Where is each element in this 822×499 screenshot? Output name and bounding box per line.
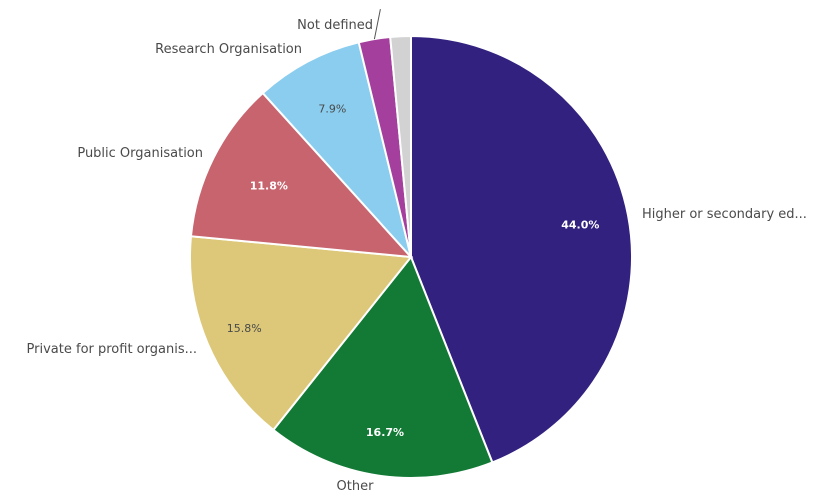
pie-slice[interactable]	[189, 91, 414, 259]
pie-slice[interactable]	[261, 41, 412, 258]
slice-category-label: Research Organisation	[155, 42, 302, 57]
slice-category-label: Not defined	[297, 18, 373, 33]
slice-value-label: 44.0%	[561, 219, 599, 232]
pie-slice[interactable]	[271, 255, 494, 479]
slice-value-label: 16.7%	[366, 426, 404, 439]
pie-slice[interactable]	[189, 235, 413, 432]
slice-category-label: Public Organisation	[77, 146, 203, 161]
slice-value-label: 15.8%	[227, 322, 262, 335]
pie-slice[interactable]	[410, 34, 633, 464]
slice-category-label: Other	[337, 479, 375, 494]
slice-value-label: 11.8%	[250, 180, 288, 193]
slice-category-label: Higher or secondary ed...	[642, 207, 807, 222]
slice-category-label: Private for profit organis...	[27, 342, 197, 357]
slice-value-label: 7.9%	[318, 103, 346, 116]
leader-line	[373, 9, 381, 40]
pie-slice[interactable]	[389, 34, 412, 258]
